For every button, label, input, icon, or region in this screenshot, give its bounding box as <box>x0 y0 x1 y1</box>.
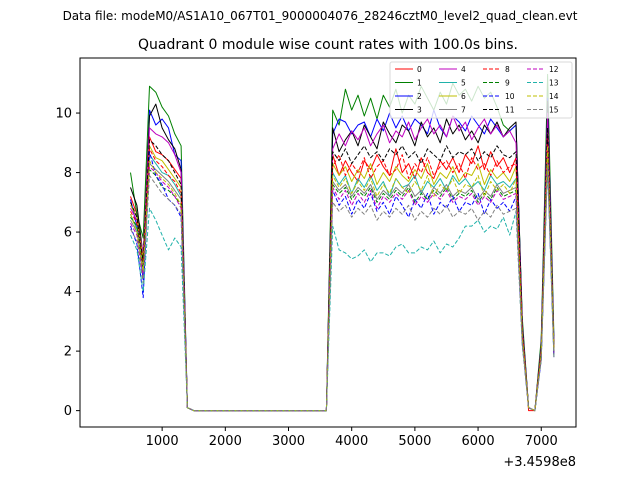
legend-label-0: 0 <box>417 65 422 74</box>
x-tick-label: 5000 <box>398 434 431 449</box>
legend-label-3: 3 <box>417 106 422 115</box>
chart-title: Quadrant 0 module wise count rates with … <box>138 37 518 53</box>
series-line-8 <box>130 136 555 412</box>
legend-label-2: 2 <box>417 92 422 101</box>
x-tick-label: 1000 <box>146 434 179 449</box>
x-tick-label: 2000 <box>209 434 242 449</box>
legend-label-15: 15 <box>549 106 559 115</box>
axes-layer: 1000 2000 3000 4000 5000 6000 7000 0 2 4 6 8 10 <box>55 107 557 449</box>
y-tick-label: 4 <box>64 285 72 300</box>
y-tick-label: 2 <box>64 345 72 360</box>
series-line-15 <box>130 163 555 412</box>
legend-label-9: 9 <box>505 79 510 88</box>
legend-label-4: 4 <box>461 65 466 74</box>
legend-label-5: 5 <box>461 79 466 88</box>
y-tick-label: 10 <box>55 107 72 122</box>
x-offset-label: +3.4598e8 <box>503 455 576 470</box>
series-layer <box>130 73 555 412</box>
legend-label-13: 13 <box>549 79 559 88</box>
y-tick-label: 8 <box>64 166 72 181</box>
y-tick-label: 0 <box>64 404 72 419</box>
figure-suptitle: Data file: modeM0/AS1A10_067T01_90000040… <box>63 9 578 23</box>
plot-frame <box>79 57 577 428</box>
x-tick-label: 4000 <box>335 434 368 449</box>
x-tick-label: 6000 <box>462 434 495 449</box>
y-tick-label: 6 <box>64 226 72 241</box>
legend-frame <box>389 61 573 119</box>
legend-label-8: 8 <box>505 65 510 74</box>
legend-label-1: 1 <box>417 79 422 88</box>
series-line-10 <box>130 151 555 412</box>
legend-label-12: 12 <box>549 65 559 74</box>
x-tick-label: 7000 <box>525 434 558 449</box>
x-tick-label: 3000 <box>272 434 305 449</box>
legend-label-10: 10 <box>505 92 515 101</box>
legend-label-11: 11 <box>505 106 515 115</box>
legend-label-6: 6 <box>461 92 466 101</box>
legend-label-14: 14 <box>549 92 559 101</box>
legend-label-7: 7 <box>461 106 466 115</box>
